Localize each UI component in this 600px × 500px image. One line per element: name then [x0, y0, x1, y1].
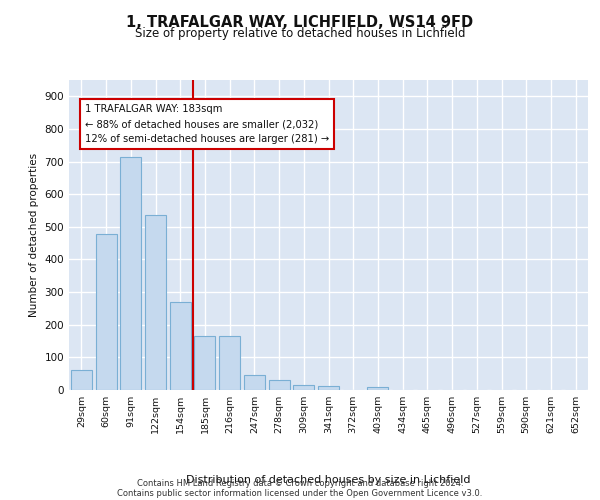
- X-axis label: Distribution of detached houses by size in Lichfield: Distribution of detached houses by size …: [186, 475, 471, 485]
- Bar: [318, 386, 339, 390]
- Text: Contains public sector information licensed under the Open Government Licence v3: Contains public sector information licen…: [118, 488, 482, 498]
- Bar: [194, 336, 215, 390]
- Text: Size of property relative to detached houses in Lichfield: Size of property relative to detached ho…: [135, 28, 465, 40]
- Bar: [145, 215, 166, 390]
- Bar: [170, 302, 191, 390]
- Bar: [219, 336, 240, 390]
- Bar: [293, 385, 314, 390]
- Bar: [95, 234, 116, 390]
- Bar: [244, 376, 265, 390]
- Text: Contains HM Land Registry data © Crown copyright and database right 2024.: Contains HM Land Registry data © Crown c…: [137, 478, 463, 488]
- Text: 1, TRAFALGAR WAY, LICHFIELD, WS14 9FD: 1, TRAFALGAR WAY, LICHFIELD, WS14 9FD: [127, 15, 473, 30]
- Text: 1 TRAFALGAR WAY: 183sqm
← 88% of detached houses are smaller (2,032)
12% of semi: 1 TRAFALGAR WAY: 183sqm ← 88% of detache…: [85, 104, 329, 144]
- Bar: [120, 157, 141, 390]
- Bar: [71, 370, 92, 390]
- Bar: [269, 380, 290, 390]
- Y-axis label: Number of detached properties: Number of detached properties: [29, 153, 39, 317]
- Bar: [367, 388, 388, 390]
